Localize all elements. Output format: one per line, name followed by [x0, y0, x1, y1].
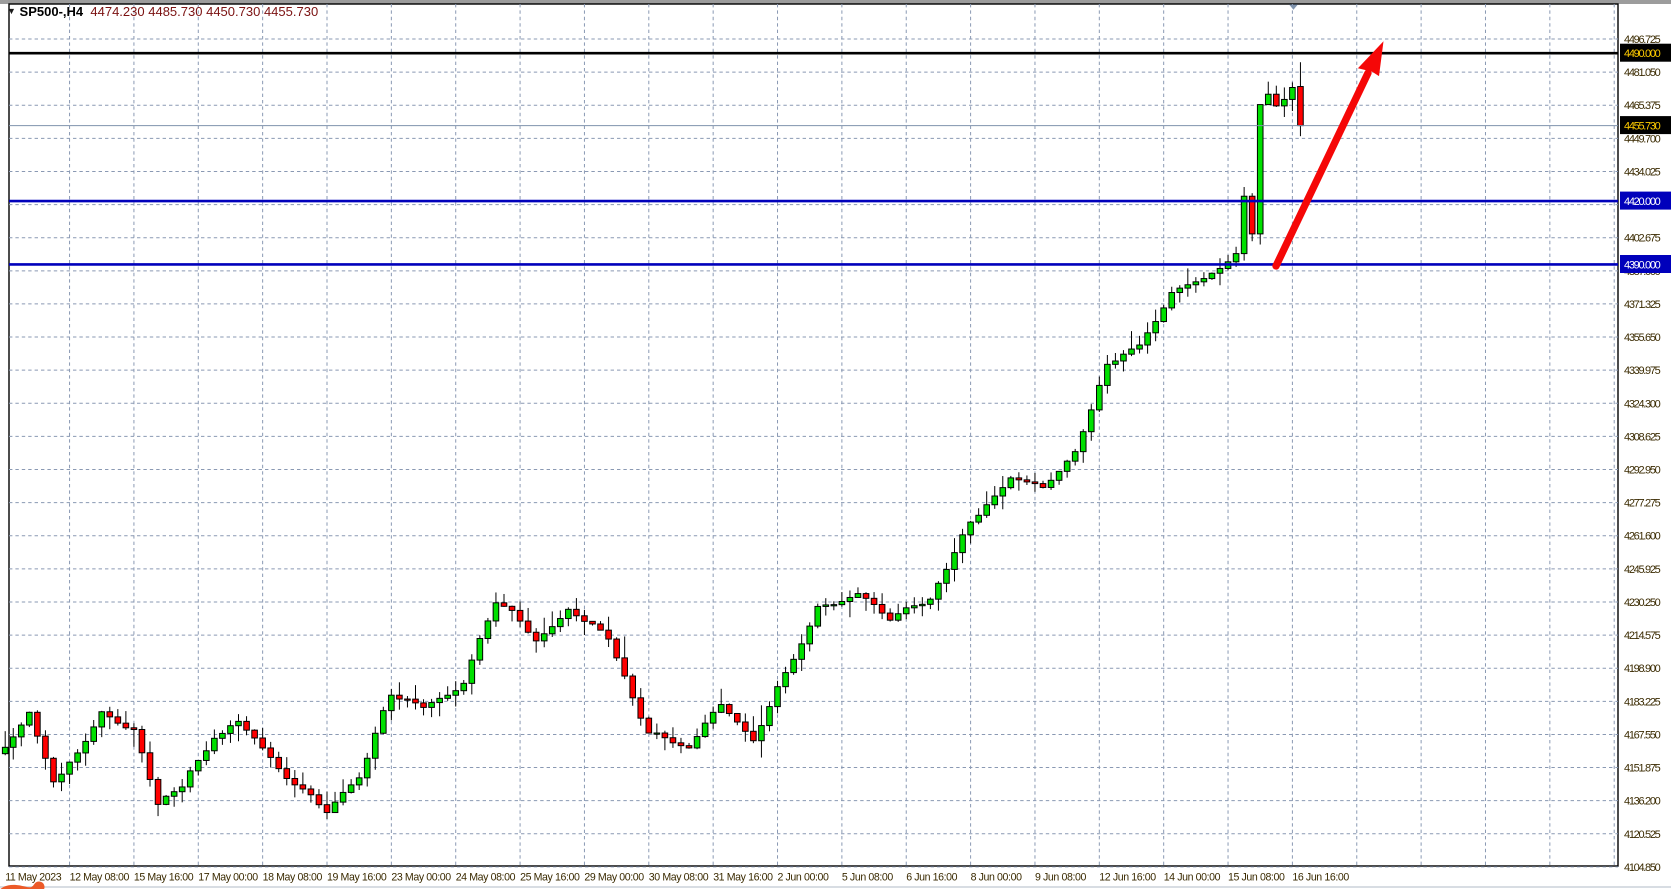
svg-text:4449.700: 4449.700 [1624, 133, 1661, 145]
svg-text:4167.550: 4167.550 [1624, 729, 1661, 741]
svg-text:4120.525: 4120.525 [1624, 829, 1661, 841]
svg-text:14 Jun 00:00: 14 Jun 00:00 [1164, 872, 1221, 884]
svg-text:4390.000: 4390.000 [1624, 260, 1661, 272]
svg-text:18 May 08:00: 18 May 08:00 [263, 872, 323, 884]
svg-text:12 Jun 16:00: 12 Jun 16:00 [1099, 872, 1156, 884]
svg-text:4104.850: 4104.850 [1624, 862, 1661, 874]
svg-text:4183.225: 4183.225 [1624, 696, 1661, 708]
svg-text:4230.250: 4230.250 [1624, 597, 1661, 609]
svg-text:6 Jun 16:00: 6 Jun 16:00 [906, 872, 957, 884]
svg-text:17 May 00:00: 17 May 00:00 [198, 872, 258, 884]
svg-text:4198.900: 4198.900 [1624, 663, 1661, 675]
svg-text:29 May 00:00: 29 May 00:00 [584, 872, 644, 884]
svg-text:23 May 00:00: 23 May 00:00 [391, 872, 451, 884]
svg-text:11 May 2023: 11 May 2023 [5, 872, 62, 884]
svg-text:19 May 16:00: 19 May 16:00 [327, 872, 387, 884]
svg-text:4420.000: 4420.000 [1624, 196, 1661, 208]
svg-text:4339.975: 4339.975 [1624, 365, 1661, 377]
svg-text:4490.000: 4490.000 [1624, 48, 1661, 60]
svg-text:4324.300: 4324.300 [1624, 398, 1661, 410]
svg-text:4261.600: 4261.600 [1624, 531, 1661, 543]
svg-text:4308.625: 4308.625 [1624, 431, 1661, 443]
svg-text:4214.575: 4214.575 [1624, 630, 1661, 642]
svg-text:4292.950: 4292.950 [1624, 465, 1661, 477]
svg-text:12 May 08:00: 12 May 08:00 [70, 872, 130, 884]
svg-text:16 Jun 16:00: 16 Jun 16:00 [1292, 872, 1349, 884]
svg-text:4245.925: 4245.925 [1624, 564, 1661, 576]
svg-text:31 May 16:00: 31 May 16:00 [713, 872, 773, 884]
svg-text:8 Jun 00:00: 8 Jun 00:00 [971, 872, 1022, 884]
svg-text:30 May 08:00: 30 May 08:00 [649, 872, 709, 884]
svg-text:9 Jun 08:00: 9 Jun 08:00 [1035, 872, 1086, 884]
svg-text:4481.050: 4481.050 [1624, 67, 1661, 79]
svg-text:4434.025: 4434.025 [1624, 167, 1661, 179]
svg-text:4465.375: 4465.375 [1624, 100, 1661, 112]
svg-text:4371.325: 4371.325 [1624, 299, 1661, 311]
svg-text:4151.875: 4151.875 [1624, 763, 1661, 775]
svg-text:4402.675: 4402.675 [1624, 233, 1661, 245]
svg-text:15 May 16:00: 15 May 16:00 [134, 872, 194, 884]
svg-text:5 Jun 08:00: 5 Jun 08:00 [842, 872, 893, 884]
svg-text:4136.200: 4136.200 [1624, 796, 1661, 808]
svg-text:4277.275: 4277.275 [1624, 498, 1661, 510]
svg-text:15 Jun 08:00: 15 Jun 08:00 [1228, 872, 1285, 884]
svg-text:25 May 16:00: 25 May 16:00 [520, 872, 580, 884]
svg-text:4355.650: 4355.650 [1624, 332, 1661, 344]
svg-text:4455.730: 4455.730 [1624, 121, 1661, 133]
svg-text:2 Jun 00:00: 2 Jun 00:00 [778, 872, 829, 884]
svg-text:24 May 08:00: 24 May 08:00 [456, 872, 516, 884]
